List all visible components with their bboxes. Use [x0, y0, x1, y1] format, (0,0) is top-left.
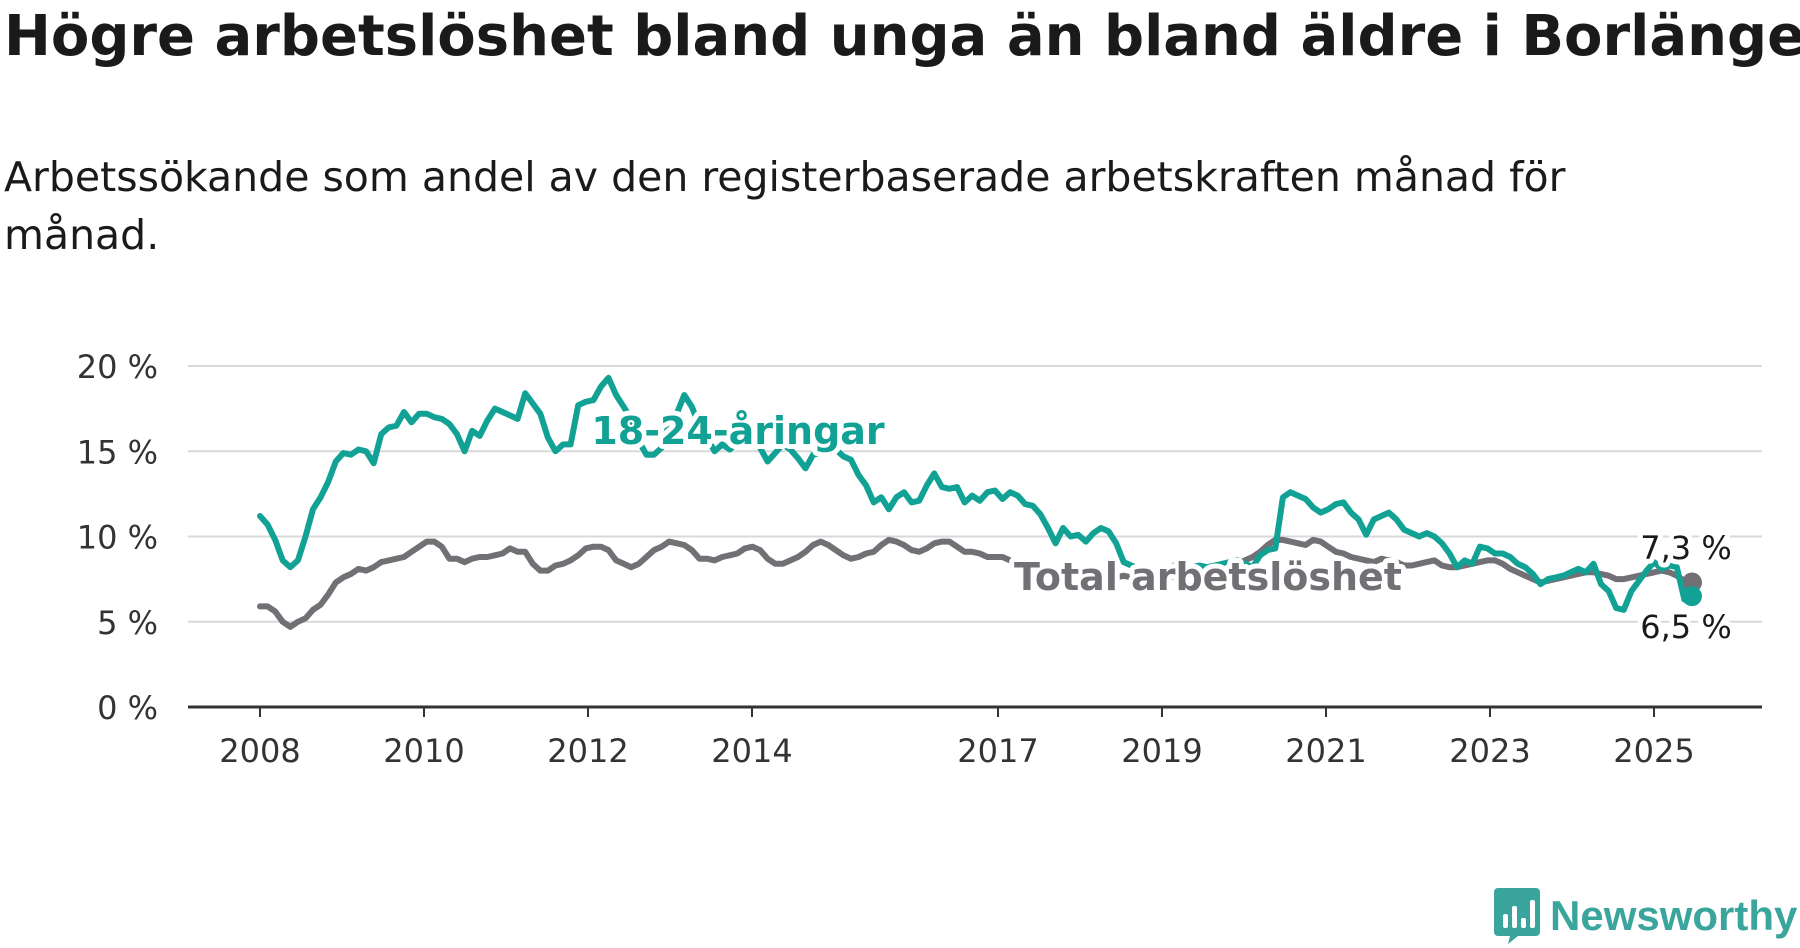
series-lines [257, 374, 1702, 630]
x-tick-label: 2008 [219, 732, 300, 770]
x-tick-label: 2017 [957, 732, 1038, 770]
y-tick-label: 5 % [97, 604, 158, 642]
newsworthy-logo: Newsworthy [1494, 888, 1797, 944]
youth-series-line [257, 374, 1695, 613]
line-chart: 0 % 5 % 10 % 15 % 20 % 2008 2010 2012 2014 2017 20… [77, 348, 1762, 770]
total-end-label: 7,3 % [1640, 529, 1731, 567]
total-series-label: Total arbetslöshet [1014, 555, 1402, 599]
youth-end-label-halo: 6,5 % [1640, 608, 1731, 646]
total-end-label-halo: 7,3 % [1640, 529, 1731, 567]
brand-name: Newsworthy [1550, 892, 1798, 939]
x-tick-label: 2025 [1613, 732, 1694, 770]
gridlines [188, 365, 1762, 709]
x-tick-label: 2019 [1121, 732, 1202, 770]
youth-series-label-halo: 18-24-åringar [591, 409, 885, 453]
x-tick-label: 2012 [547, 732, 628, 770]
total-series-line [257, 536, 1695, 630]
axis-ticks: 0 % 5 % 10 % 15 % 20 % 2008 2010 2012 2014 2017 20… [77, 348, 1695, 770]
x-tick-label: 2023 [1449, 732, 1530, 770]
y-tick-label: 15 % [77, 433, 158, 471]
y-tick-label: 0 % [97, 689, 158, 727]
x-tick-label: 2010 [383, 732, 464, 770]
chart-title: Högre arbetslöshet bland unga än bland ä… [4, 4, 1800, 69]
youth-end-label: 6,5 % [1640, 608, 1731, 646]
bar-chart-logo-icon [1494, 888, 1540, 944]
total-series-label-halo: Total arbetslöshet [1014, 555, 1402, 599]
x-tick-label: 2021 [1285, 732, 1366, 770]
chart-subtitle: Arbetssökande som andel av den registerb… [4, 153, 1566, 259]
youth-end-point [1682, 586, 1702, 607]
youth-series-label: 18-24-åringar [591, 409, 885, 453]
x-tick-label: 2014 [711, 732, 792, 770]
y-tick-label: 20 % [77, 348, 158, 386]
y-tick-label: 10 % [77, 519, 158, 557]
